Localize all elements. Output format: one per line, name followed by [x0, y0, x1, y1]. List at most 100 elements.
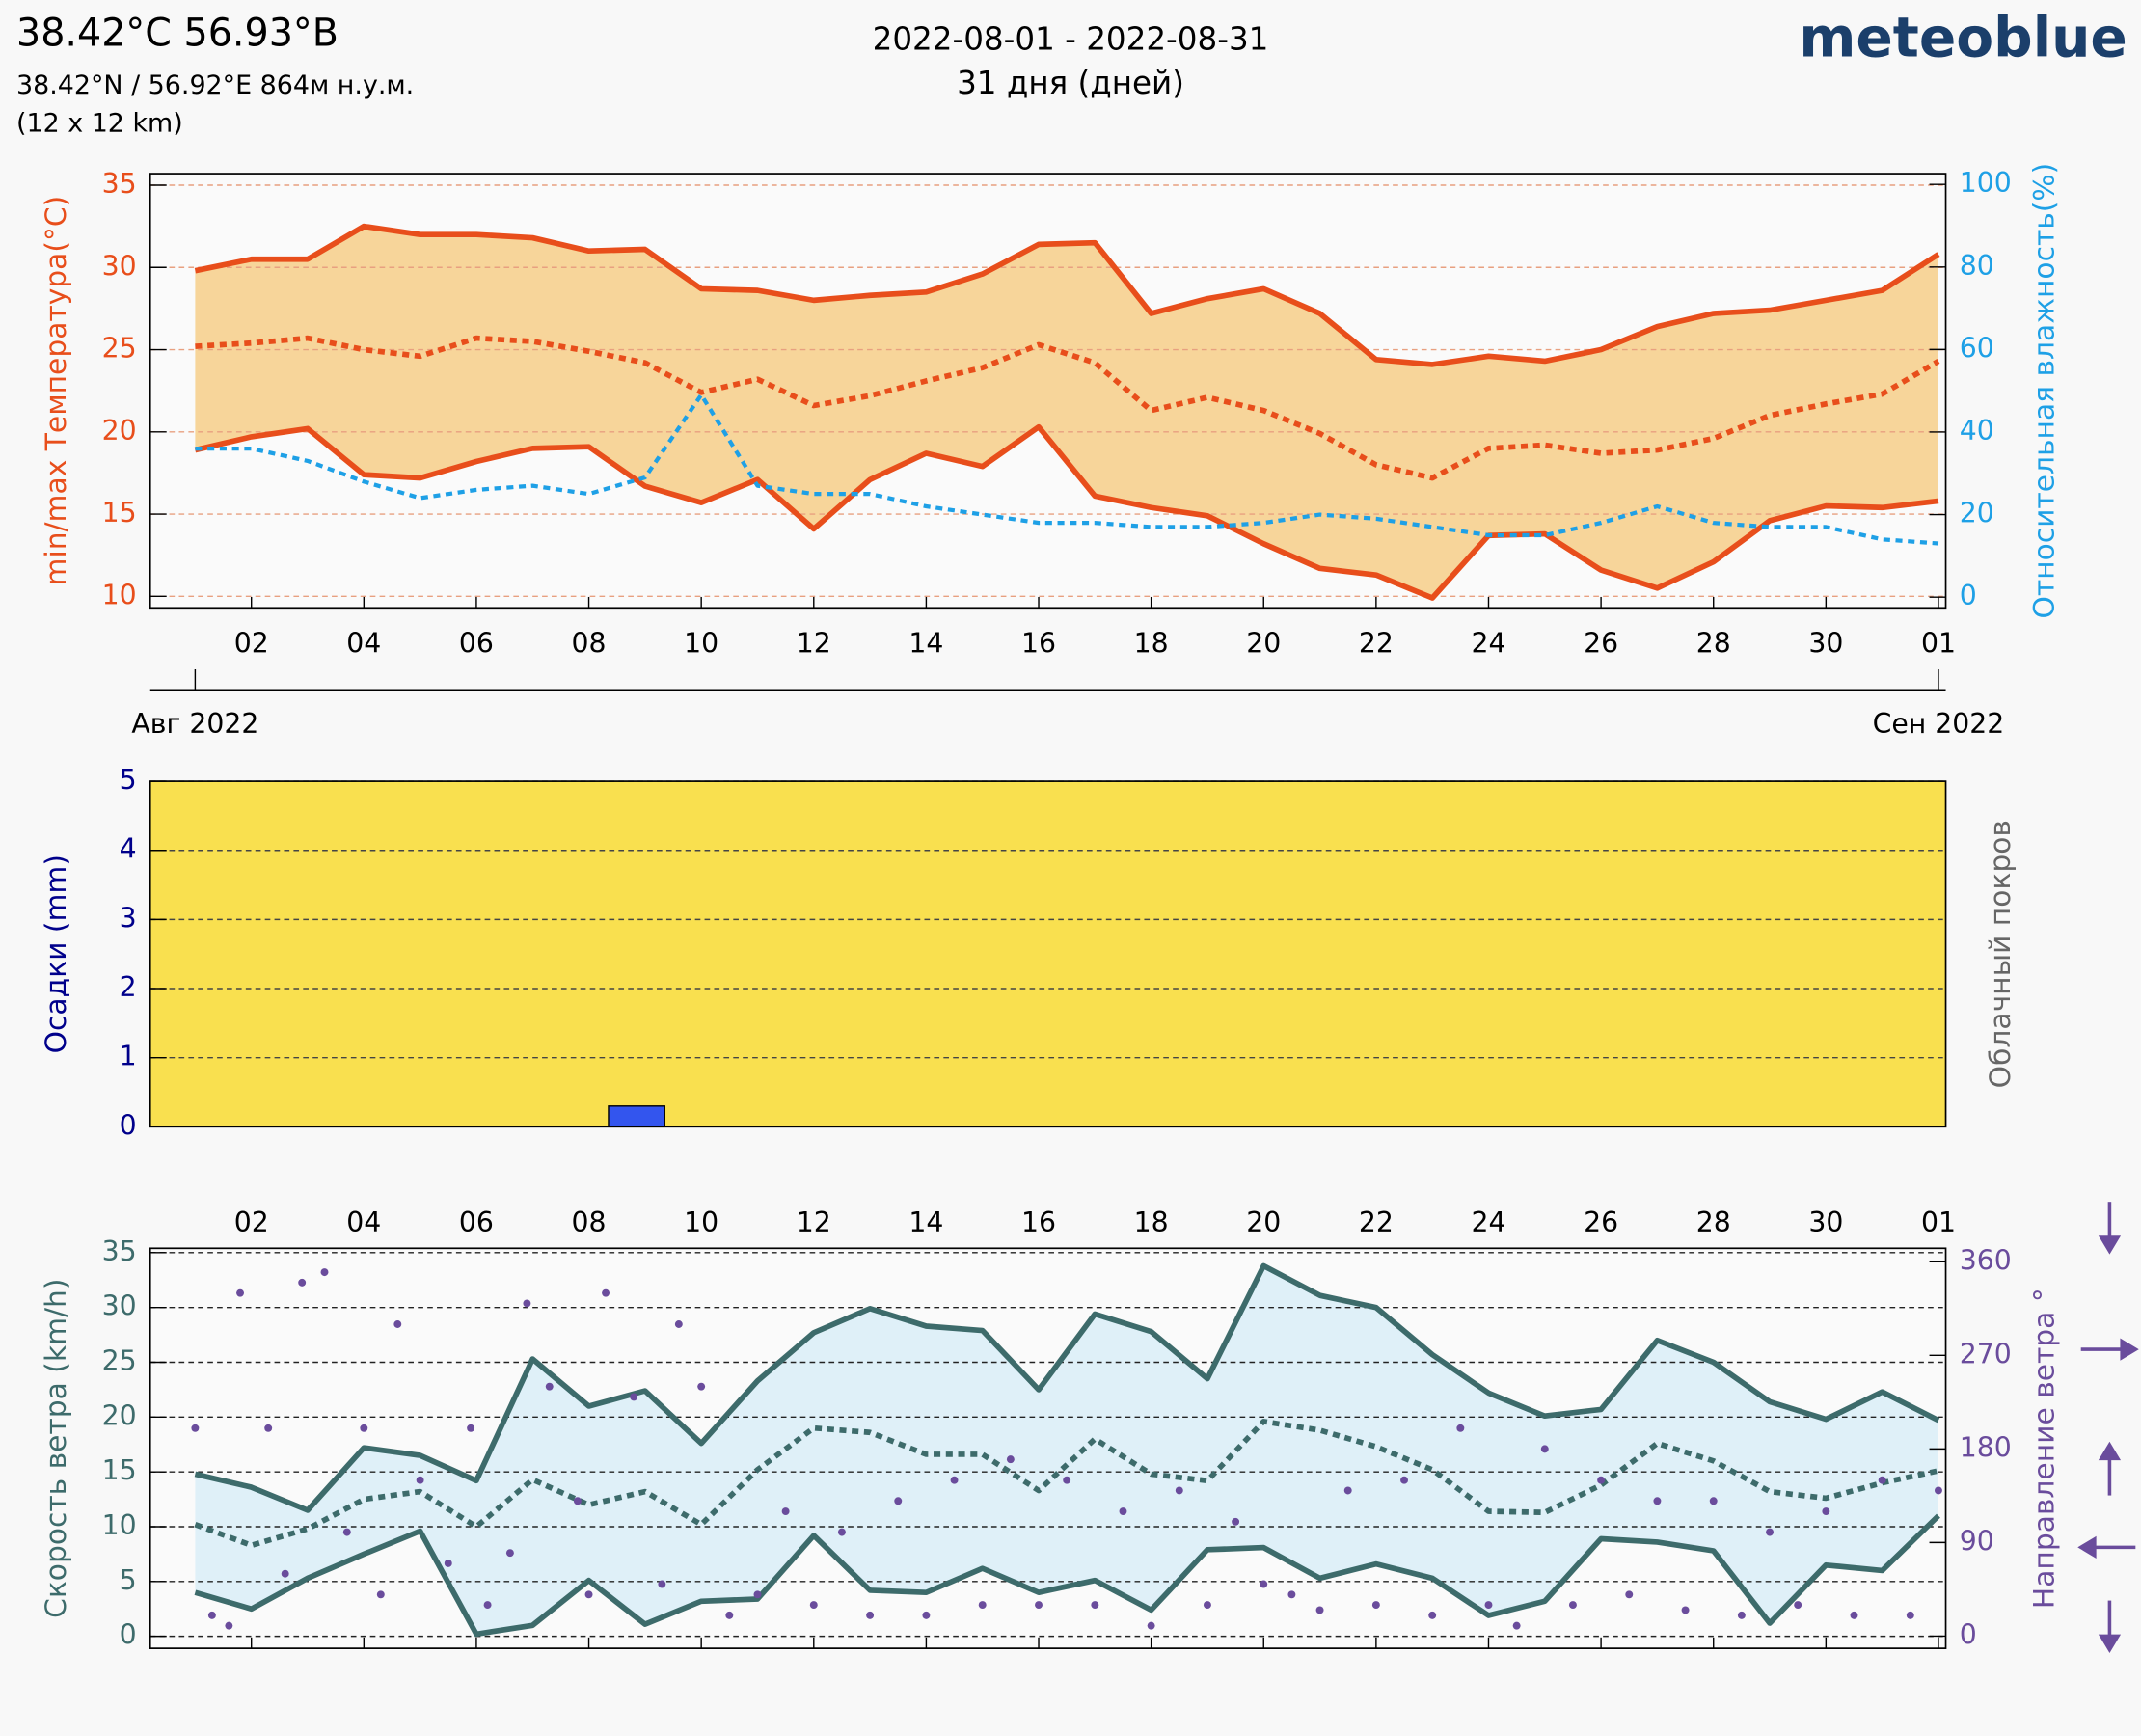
- direction-point: [1287, 1590, 1296, 1599]
- y-tick-label: 35: [102, 1235, 137, 1267]
- y2-tick-label: 80: [1960, 250, 1994, 282]
- direction-point: [1906, 1611, 1914, 1619]
- direction-point: [978, 1601, 987, 1610]
- direction-point: [1232, 1517, 1240, 1526]
- mean-line: [194, 1419, 1939, 1549]
- x-tick-label: 14: [908, 1207, 943, 1238]
- direction-point: [1371, 1601, 1380, 1610]
- location-title: 38.42°C 56.93°B: [16, 12, 339, 56]
- y-tick-label: 0: [120, 1109, 137, 1141]
- direction-point: [236, 1288, 244, 1297]
- brand-logo: meteoblue: [1799, 6, 2127, 69]
- direction-point: [1822, 1507, 1830, 1516]
- direction-point: [1091, 1601, 1099, 1610]
- direction-point: [922, 1611, 931, 1619]
- direction-point: [1794, 1601, 1802, 1610]
- y2-tick-label: 100: [1960, 167, 2012, 199]
- period-label: Авг 2022: [131, 708, 258, 740]
- y-tick-label: 3: [120, 902, 137, 934]
- y-tick-label: 20: [102, 1399, 137, 1431]
- direction-point: [416, 1476, 424, 1484]
- y2-axis-label: Относительная влажность(%): [2027, 163, 2061, 619]
- y2-tick-label: 20: [1960, 498, 1994, 529]
- y-tick-label: 20: [102, 415, 137, 447]
- direction-point: [1653, 1497, 1662, 1505]
- direction-point: [1597, 1476, 1606, 1484]
- direction-point: [225, 1621, 233, 1630]
- x-tick-label: 14: [908, 628, 943, 660]
- direction-point: [1568, 1601, 1577, 1610]
- direction-point: [573, 1497, 582, 1505]
- direction-point: [505, 1549, 514, 1558]
- direction-point: [1625, 1590, 1634, 1599]
- direction-point: [1737, 1611, 1746, 1619]
- x-tick-label: 16: [1021, 628, 1056, 660]
- x-tick-label: 30: [1808, 1207, 1843, 1238]
- x-tick-label: 02: [234, 628, 269, 660]
- x-tick-label: 20: [1246, 628, 1281, 660]
- y-tick-label: 25: [102, 333, 137, 365]
- y-tick-label: 5: [120, 764, 137, 796]
- x-tick-label: 26: [1584, 628, 1618, 660]
- direction-point: [191, 1424, 200, 1432]
- y-tick-label: 10: [102, 1509, 137, 1541]
- direction-point: [1766, 1528, 1774, 1536]
- y-tick-label: 15: [102, 497, 137, 529]
- x-tick-label: 01: [1921, 1207, 1956, 1238]
- coordinates: 38.42°N / 56.92°E 864м н.у.м.: [16, 70, 414, 100]
- direction-point: [725, 1611, 734, 1619]
- direction-point: [1850, 1611, 1858, 1619]
- direction-point: [444, 1559, 452, 1567]
- direction-point: [1681, 1606, 1690, 1614]
- direction-point: [1428, 1611, 1437, 1619]
- y2-axis-label: Облачный покров: [1984, 820, 2018, 1088]
- y-axis-label: Осадки (mm): [40, 854, 73, 1053]
- y2-tick-label: 40: [1960, 415, 1994, 447]
- max-line: [194, 223, 1940, 367]
- direction-point: [1540, 1445, 1549, 1453]
- direction-point: [1484, 1601, 1493, 1610]
- min-line: [194, 423, 1939, 601]
- direction-point: [602, 1288, 610, 1297]
- direction-point: [1512, 1621, 1521, 1630]
- plot-frame: [149, 1247, 1947, 1649]
- x-tick-label: 01: [1921, 628, 1956, 660]
- y-tick-label: 30: [102, 250, 137, 282]
- y2-tick-label: 60: [1960, 332, 1994, 364]
- x-tick-label: 06: [459, 628, 494, 660]
- y-tick-label: 10: [102, 579, 137, 610]
- y-axis-label: min/max Температура(°C): [40, 196, 73, 586]
- mean-line: [195, 335, 1940, 481]
- x-tick-label: 22: [1359, 1207, 1394, 1238]
- x-tick-label: 04: [346, 1207, 381, 1238]
- direction-point: [809, 1601, 818, 1610]
- y2-tick-label: 90: [1960, 1525, 1994, 1557]
- x-tick-label: 08: [572, 1207, 607, 1238]
- x-tick-label: 22: [1359, 628, 1394, 660]
- direction-point: [393, 1320, 402, 1328]
- y-tick-label: 2: [120, 971, 137, 1003]
- x-tick-label: 30: [1808, 628, 1843, 660]
- direction-point: [320, 1268, 329, 1277]
- y-tick-label: 1: [120, 1041, 137, 1072]
- x-tick-label: 18: [1134, 628, 1169, 660]
- x-tick-label: 04: [346, 628, 381, 660]
- direction-point: [753, 1590, 762, 1599]
- y2-tick-label: 0: [1960, 580, 1977, 611]
- direction-point: [523, 1299, 531, 1308]
- max-line: [194, 1262, 1940, 1513]
- plot-frame: [149, 780, 1947, 1128]
- y-tick-label: 4: [120, 833, 137, 865]
- x-tick-label: 28: [1696, 628, 1731, 660]
- y2-tick-label: 360: [1960, 1244, 2012, 1276]
- y-tick-label: 5: [120, 1564, 137, 1596]
- x-tick-label: 28: [1696, 1207, 1731, 1238]
- direction-point: [1203, 1601, 1211, 1610]
- direction-point: [1063, 1476, 1071, 1484]
- direction-point: [545, 1382, 554, 1391]
- y-tick-label: 35: [102, 168, 137, 200]
- range-fill: [195, 226, 1938, 599]
- direction-point: [281, 1569, 289, 1578]
- y2-tick-label: 0: [1960, 1618, 1977, 1650]
